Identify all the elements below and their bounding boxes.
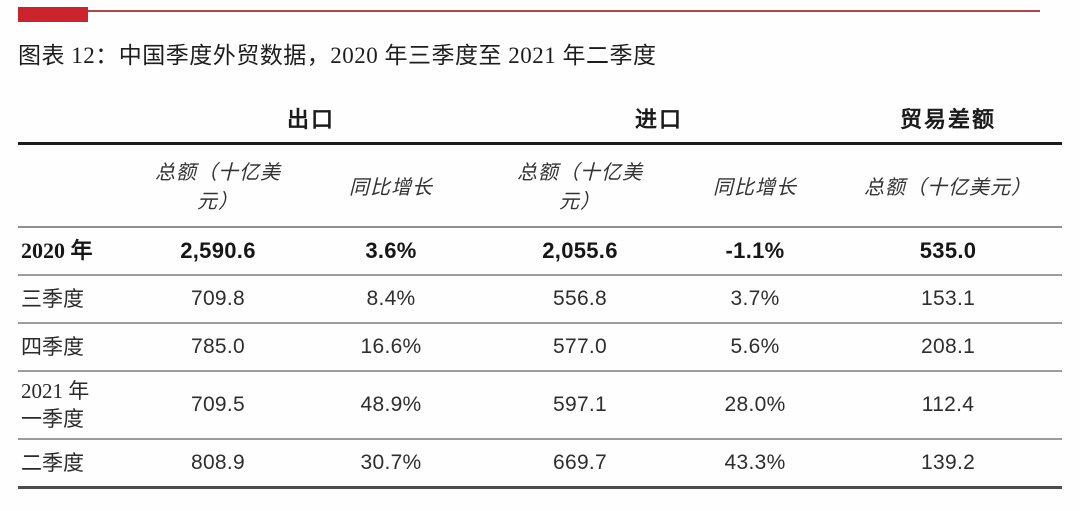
export-total-cell: 709.8: [138, 275, 298, 324]
import-total-cell: 2,055.6: [484, 227, 677, 276]
corner-cell: [18, 97, 138, 145]
import-yoy-cell: 28.0%: [676, 371, 835, 440]
accent-block: [18, 7, 88, 22]
table-row-2020: 2020 年 2,590.6 3.6% 2,055.6 -1.1% 535.0: [18, 227, 1063, 276]
corner-cell-2: [18, 143, 138, 228]
trade-data-table: 出口 进口 贸易差额 总额（十亿美 元） 同比增长 总额（十亿美 元） 同比增长…: [18, 97, 1063, 489]
table-row-2021q1: 2021 年 一季度 709.5 48.9% 597.1 28.0% 112.4: [18, 371, 1063, 440]
table-row-2021q2: 二季度 808.9 30.7% 669.7 43.3% 139.2: [18, 439, 1063, 489]
row-label: 三季度: [18, 275, 138, 324]
balance-cell: 112.4: [834, 371, 1063, 440]
col-header-export-total: 总额（十亿美 元）: [138, 143, 298, 228]
export-total-cell: 2,590.6: [138, 227, 298, 276]
balance-cell: 153.1: [834, 275, 1063, 324]
export-total-cell: 808.9: [138, 439, 298, 489]
export-total-cell: 709.5: [138, 371, 298, 440]
import-total-cell: 556.8: [484, 275, 677, 324]
import-total-cell: 577.0: [484, 323, 677, 372]
import-yoy-cell: 43.3%: [676, 439, 835, 489]
import-yoy-cell: 5.6%: [676, 323, 835, 372]
balance-cell: 208.1: [834, 323, 1063, 372]
col-header-balance-total: 总额（十亿美元）: [834, 143, 1063, 228]
export-yoy-cell: 30.7%: [298, 439, 485, 489]
import-yoy-cell: 3.7%: [676, 275, 835, 324]
export-yoy-cell: 3.6%: [298, 227, 485, 276]
row-label: 二季度: [18, 439, 138, 489]
import-yoy-cell: -1.1%: [676, 227, 835, 276]
row-label: 四季度: [18, 323, 138, 372]
group-header-export: 出口: [138, 97, 485, 145]
accent-rule: [18, 7, 1040, 23]
export-yoy-cell: 16.6%: [298, 323, 485, 372]
group-header-balance: 贸易差额: [834, 97, 1063, 145]
col-header-import-yoy: 同比增长: [676, 143, 835, 228]
figure-title: 图表 12：中国季度外贸数据，2020 年三季度至 2021 年二季度: [18, 43, 657, 68]
row-label: 2020 年: [18, 227, 138, 276]
table-row-2020q4: 四季度 785.0 16.6% 577.0 5.6% 208.1: [18, 323, 1063, 372]
table-row-2020q3: 三季度 709.8 8.4% 556.8 3.7% 153.1: [18, 275, 1063, 324]
accent-line: [18, 10, 1040, 12]
import-total-cell: 669.7: [484, 439, 677, 489]
balance-cell: 139.2: [834, 439, 1063, 489]
sub-header-row: 总额（十亿美 元） 同比增长 总额（十亿美 元） 同比增长 总额（十亿美元）: [18, 143, 1063, 228]
group-header-row: 出口 进口 贸易差额: [18, 97, 1063, 145]
import-total-cell: 597.1: [484, 371, 677, 440]
col-header-import-total: 总额（十亿美 元）: [484, 143, 677, 228]
balance-cell: 535.0: [834, 227, 1063, 276]
export-total-cell: 785.0: [138, 323, 298, 372]
export-yoy-cell: 48.9%: [298, 371, 485, 440]
export-yoy-cell: 8.4%: [298, 275, 485, 324]
col-header-export-yoy: 同比增长: [298, 143, 485, 228]
row-label: 2021 年 一季度: [18, 371, 138, 440]
group-header-import: 进口: [484, 97, 835, 145]
